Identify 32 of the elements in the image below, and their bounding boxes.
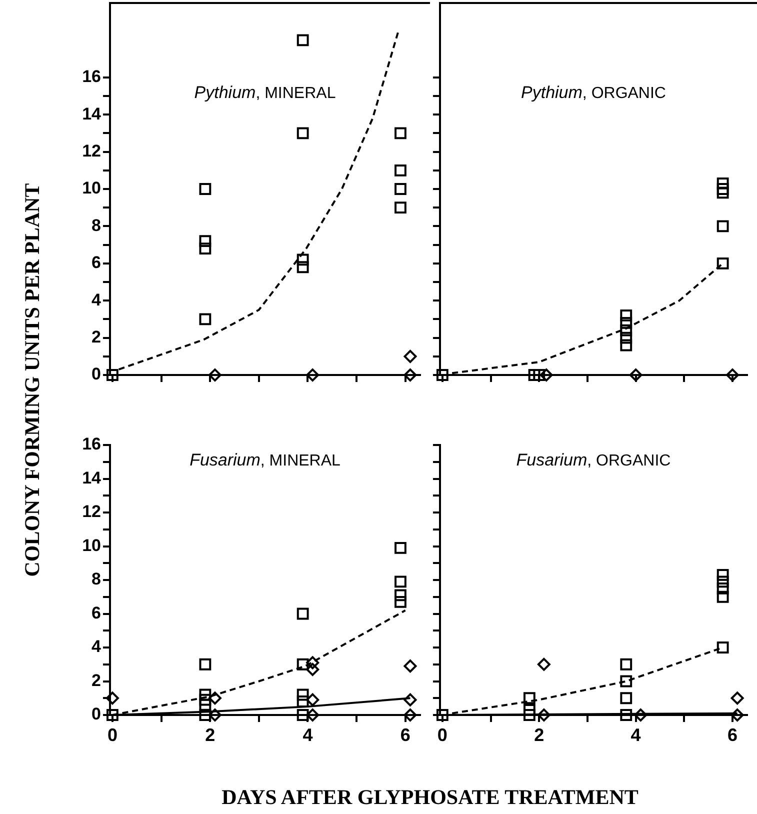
x-tick-label: 0	[107, 724, 118, 745]
y-tick-label: 2	[92, 327, 101, 346]
x-tick-label: 2	[534, 724, 544, 745]
y-tick-label: 8	[92, 570, 101, 589]
x-tick-label: 2	[205, 724, 216, 745]
y-tick-label: 14	[82, 468, 102, 488]
y-tick-label: 12	[82, 141, 101, 160]
text: Pythium, ORGANIC	[521, 83, 666, 102]
y-tick-label: 12	[82, 502, 101, 522]
x-tick-label: 6	[727, 724, 738, 745]
y-tick-label: 4	[92, 290, 102, 310]
x-tick-label: 6	[400, 724, 410, 745]
x-tick-label: 0	[437, 724, 448, 745]
y-tick-label: 14	[82, 104, 102, 124]
y-tick-label: 2	[92, 670, 101, 690]
y-tick-label: 0	[92, 364, 101, 384]
y-tick-label: 16	[82, 67, 101, 86]
y-tick-label: 0	[92, 704, 101, 724]
y-tick-label: 10	[82, 178, 101, 198]
text: Pythium, MINERAL	[194, 83, 336, 102]
chart-title: Fusarium, ORGANIC	[516, 450, 671, 470]
y-axis-title: COLONY FORMING UNITS PER PLANT	[20, 183, 45, 577]
chart-title: Fusarium, MINERAL	[190, 450, 341, 470]
x-tick-label: 4	[630, 724, 641, 745]
y-tick-label: 16	[82, 434, 101, 454]
y-tick-label: 4	[92, 637, 102, 656]
y-tick-label: 6	[92, 603, 101, 622]
y-tick-label: 10	[82, 536, 101, 555]
y-tick-label: 8	[92, 216, 101, 235]
y-tick-label: 6	[92, 253, 101, 272]
x-tick-label: 4	[302, 724, 313, 745]
x-axis-title: DAYS AFTER GLYPHOSATE TREATMENT	[222, 785, 638, 810]
